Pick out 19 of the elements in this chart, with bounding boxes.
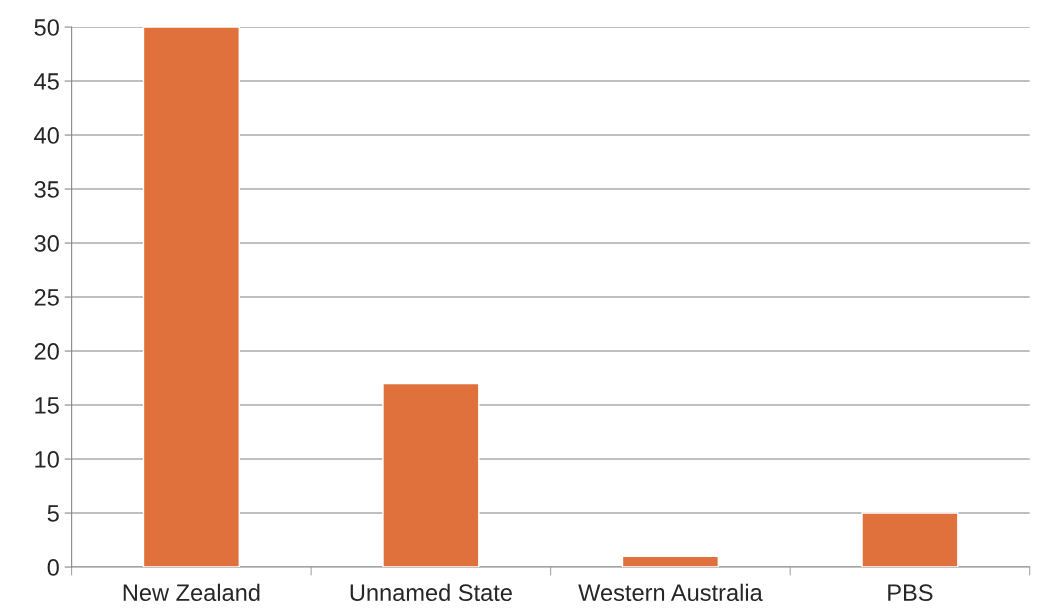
y-tick-label: 20 bbox=[34, 343, 59, 360]
y-tick-label: 50 bbox=[34, 19, 59, 36]
y-tick-label: 0 bbox=[47, 559, 59, 576]
y-tick-label: 25 bbox=[34, 289, 59, 306]
y-tick-label: 35 bbox=[34, 181, 59, 198]
y-tick-label: 10 bbox=[35, 451, 59, 468]
x-tick-label: PBS bbox=[888, 584, 933, 602]
bar bbox=[382, 382, 480, 568]
y-tick-label: 15 bbox=[35, 397, 59, 414]
y-tick-label: 45 bbox=[34, 73, 59, 90]
x-tick-label: New Zealand bbox=[123, 583, 260, 602]
bar bbox=[861, 512, 959, 568]
y-tick-label: 30 bbox=[34, 235, 59, 252]
y-tick-label: 40 bbox=[34, 127, 59, 144]
bar bbox=[142, 27, 240, 568]
x-tick-label: Unnamed State bbox=[350, 583, 512, 602]
y-tick-label: 5 bbox=[47, 505, 59, 522]
bar bbox=[621, 555, 720, 568]
x-tick-label: Western Australia bbox=[578, 583, 763, 602]
